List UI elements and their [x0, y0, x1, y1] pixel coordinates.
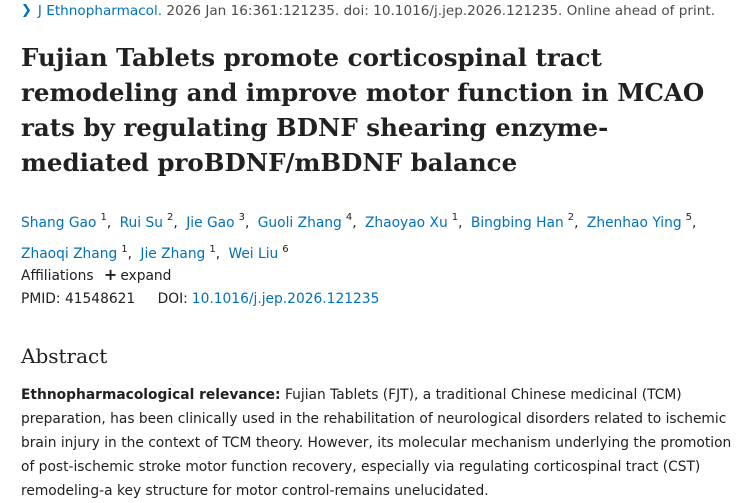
author-item: Zhaoyao Xu 1	[364, 212, 459, 231]
plus-icon: +	[103, 265, 118, 284]
author-item: Bingbing Han 2	[470, 212, 575, 231]
citation-bar: ❯ J Ethnopharmacol. 2026 Jan 16:361:12123…	[21, 3, 715, 19]
author-item: Shang Gao 1	[21, 212, 107, 231]
pmid-label: PMID:	[21, 291, 61, 307]
expand-affiliations-button[interactable]: + expand	[103, 265, 172, 284]
author-item: Zhaoqi Zhang 1	[21, 243, 128, 263]
expand-label: expand	[120, 268, 172, 284]
author-link[interactable]: Zhenhao Ying	[586, 214, 682, 231]
doi-label: DOI:	[157, 291, 188, 307]
affiliation-number[interactable]: 1	[121, 243, 128, 255]
affiliations-row: Affiliations + expand	[21, 265, 171, 284]
relevance-label: Ethnopharmacological relevance:	[21, 387, 281, 403]
affiliation-number[interactable]: 3	[238, 212, 245, 223]
author-link[interactable]: Jie Gao	[186, 214, 235, 231]
identifiers-row: PMID: 41548621 DOI: 10.1016/j.jep.2026.12…	[21, 291, 379, 307]
affiliation-number[interactable]: 1	[451, 212, 459, 223]
author-link[interactable]: Guoli Zhang	[257, 214, 342, 231]
author-item: Wei Liu 6	[228, 243, 289, 263]
article-title: Fujian Tablets promote corticospinal tra…	[21, 43, 705, 177]
affiliation-number[interactable]: 5	[685, 212, 692, 223]
affiliation-number[interactable]: 4	[345, 212, 353, 223]
author-link[interactable]: Jie Zhang	[140, 246, 206, 263]
author-item: Jie Gao 3	[186, 212, 245, 231]
affiliation-number[interactable]: 1	[209, 243, 216, 255]
affiliation-number[interactable]: 2	[167, 212, 174, 223]
affiliation-number[interactable]: 2	[567, 212, 575, 223]
author-link[interactable]: Zhaoyao Xu	[364, 214, 448, 231]
author-link[interactable]: Bingbing Han	[470, 214, 564, 231]
abstract-heading: Abstract	[21, 344, 108, 368]
pmid-value: 41548621	[64, 291, 136, 307]
chevron-right-icon[interactable]: ❯	[21, 3, 32, 18]
author-item: Rui Su 2	[119, 212, 174, 231]
author-list: Shang Gao 1, Rui Su 2, Jie Gao 3, Guoli Zha…	[21, 212, 697, 263]
doi-link[interactable]: 10.1016/j.jep.2026.121235	[191, 291, 380, 307]
author-link[interactable]: Rui Su	[119, 214, 164, 231]
relevance-text: Fujian Tablets (FJT), a traditional Chin…	[21, 387, 732, 499]
affiliations-label: Affiliations	[21, 268, 94, 284]
journal-link[interactable]: J Ethnopharmacol.	[37, 3, 163, 19]
citation-details: 2026 Jan 16:361:121235. doi: 10.1016/j.j…	[166, 3, 716, 19]
author-item: Zhenhao Ying 5	[586, 212, 692, 231]
affiliation-number[interactable]: 1	[100, 212, 107, 223]
author-link[interactable]: Zhaoqi Zhang	[21, 246, 118, 263]
author-item: Guoli Zhang 4	[257, 212, 353, 231]
abstract-paragraph: Ethnopharmacological relevance: Fujian T…	[21, 383, 733, 503]
affiliation-number[interactable]: 6	[282, 243, 289, 255]
author-link[interactable]: Wei Liu	[228, 246, 279, 263]
author-link[interactable]: Shang Gao	[21, 214, 97, 231]
author-item: Jie Zhang 1	[140, 243, 216, 263]
